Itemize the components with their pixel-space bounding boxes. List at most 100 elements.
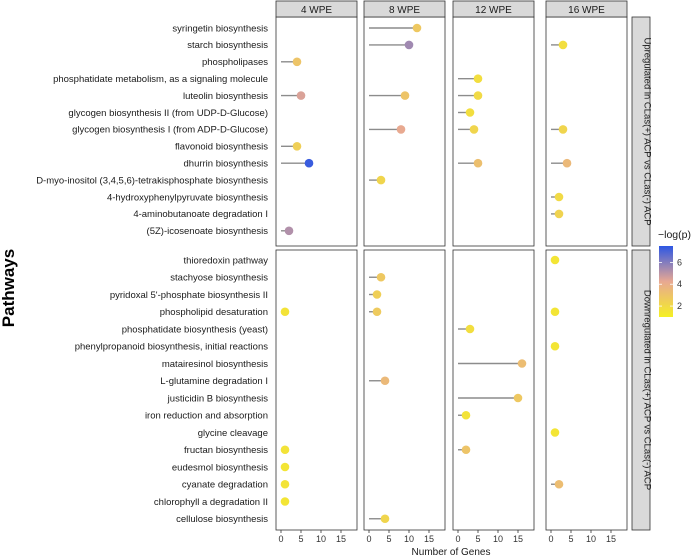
- lollipop-point: [400, 91, 410, 100]
- lollipop-point: [465, 324, 475, 334]
- lollipop-point: [461, 445, 471, 455]
- x-tick-label: 15: [424, 534, 434, 544]
- lollipop-point: [550, 307, 560, 317]
- lollipop-point: [558, 125, 568, 134]
- x-axis-title: Number of Genes: [412, 547, 491, 558]
- lollipop-point: [280, 445, 290, 455]
- lollipop-point: [372, 307, 382, 317]
- panel-border: [275, 249, 358, 531]
- lollipop-point: [473, 158, 483, 168]
- panel-border: [452, 249, 535, 531]
- legend-tick-label: 4: [677, 279, 682, 289]
- facet-label: 12 WPE: [475, 5, 512, 16]
- pathway-label: fructan biosynthesis: [184, 445, 268, 456]
- pathway-label: phenylpropanoid biosynthesis, initial re…: [75, 342, 269, 353]
- lollipop-point: [284, 226, 294, 236]
- x-tick-label: 5: [568, 534, 573, 544]
- x-tick-label: 10: [586, 534, 596, 544]
- x-tick-label: 15: [336, 534, 346, 544]
- pathway-label: glycogen biosynthesis I (from ADP-D-Gluc…: [72, 125, 268, 136]
- lollipop-point: [280, 479, 290, 489]
- lollipop-point: [396, 125, 406, 134]
- x-tick-label: 5: [475, 534, 480, 544]
- x-tick-label: 0: [366, 534, 371, 544]
- x-tick-label: 15: [606, 534, 616, 544]
- row-strip: [631, 249, 651, 531]
- pathway-label: cellulose biosynthesis: [176, 514, 268, 525]
- pathway-label: pyridoxal 5'-phosphate biosynthesis II: [110, 290, 268, 301]
- pathway-label: D-myo-inositol (3,4,5,6)-tetrakisphospha…: [36, 175, 268, 186]
- x-tick-label: 5: [298, 534, 303, 544]
- panel-frames: [275, 16, 628, 531]
- pathway-label: dhurrin biosynthesis: [184, 159, 269, 170]
- pathway-label: 4-hydroxyphenylpyruvate biosynthesis: [107, 192, 268, 203]
- pathway-label: phospholipid desaturation: [160, 307, 268, 318]
- pathway-label: cyanate degradation: [182, 480, 268, 491]
- point-layer: [280, 23, 572, 524]
- lollipop-point: [372, 290, 382, 299]
- x-tick-label: 10: [316, 534, 326, 544]
- lollipop-point: [292, 57, 302, 67]
- lollipop-point: [280, 462, 290, 472]
- pathway-label: flavonoid biosynthesis: [175, 142, 268, 153]
- row-strip-label: Upregulated in CLas(+) ACP vs CLas(-) AC…: [642, 37, 653, 225]
- panel-background: [453, 17, 534, 246]
- pathway-label: phosphatidate metabolism, as a signaling…: [53, 74, 268, 85]
- pathway-label: eudesmol biosynthesis: [172, 462, 268, 473]
- pathway-label: starch biosynthesis: [187, 40, 268, 51]
- row-strips: Upregulated in CLas(+) ACP vs CLas(-) AC…: [631, 16, 653, 531]
- lollipop-point: [550, 428, 560, 437]
- row-strip-label: Downregulated in CLas(+) ACP vs CLas(-) …: [642, 290, 653, 490]
- pathway-label: luteolin biosynthesis: [183, 91, 268, 102]
- x-tick-label: 0: [455, 534, 460, 544]
- x-tick-label: 10: [493, 534, 503, 544]
- pathway-label: phosphatidate biosynthesis (yeast): [122, 324, 268, 335]
- pathway-label: stachyose biosynthesis: [170, 273, 268, 284]
- lollipop-point: [412, 23, 422, 33]
- legend: −log(p) 2 4 6: [658, 229, 691, 317]
- facet-label: 4 WPE: [301, 5, 332, 16]
- lollipop-point: [376, 175, 386, 185]
- pathway-label: syringetin biosynthesis: [172, 23, 268, 34]
- lollipop-point: [376, 272, 386, 282]
- pathway-label: phospholipases: [202, 57, 268, 68]
- pathway-label: chlorophyll a degradation II: [154, 497, 268, 508]
- lollipop-point: [550, 341, 560, 351]
- pathway-label: 4-aminobutanoate degradation I: [133, 209, 268, 220]
- pathway-labels: syringetin biosynthesis starch biosynthes…: [36, 23, 268, 525]
- pathway-label: L-glutamine degradation I: [160, 376, 268, 387]
- pathway-label: glycogen biosynthesis II (from UDP-D-Glu…: [68, 108, 268, 119]
- row-strip: [631, 16, 651, 247]
- lollipop-point: [558, 40, 568, 50]
- facet-strip-12-wpe: [452, 0, 535, 18]
- lollipop-point: [280, 497, 290, 506]
- legend-colorbar: [659, 246, 673, 317]
- facet-strips: 4 WPE 8 WPE 12 WPE 16 WPE: [275, 0, 628, 18]
- x-tick-label: 15: [513, 534, 523, 544]
- lollipop-point: [304, 158, 314, 168]
- lollipop-point: [465, 108, 475, 117]
- panel-border: [545, 249, 628, 531]
- facet-strip-4-wpe: [275, 0, 358, 18]
- lollipop-point: [473, 91, 483, 100]
- x-tick-label: 10: [404, 534, 414, 544]
- pathway-label: glycine cleavage: [198, 428, 268, 439]
- pathway-label: thioredoxin pathway: [184, 255, 269, 266]
- lollipop-point: [280, 307, 290, 317]
- lollipop-point: [517, 359, 527, 368]
- x-tick-label: 5: [386, 534, 391, 544]
- lollipop-point: [292, 142, 302, 151]
- lollipop-point: [404, 40, 414, 50]
- facet-label: 8 WPE: [389, 5, 420, 16]
- legend-tick-label: 2: [677, 301, 682, 311]
- lollipop-point: [380, 376, 390, 386]
- x-tick-label: 0: [278, 534, 283, 544]
- lollipop-point: [554, 209, 564, 219]
- legend-title: −log(p): [658, 229, 691, 241]
- panel-background: [453, 250, 534, 530]
- lollipop-point: [473, 74, 483, 83]
- lollipop-point: [562, 158, 572, 168]
- lollipop-point: [513, 393, 523, 403]
- lollipop-point: [296, 91, 306, 100]
